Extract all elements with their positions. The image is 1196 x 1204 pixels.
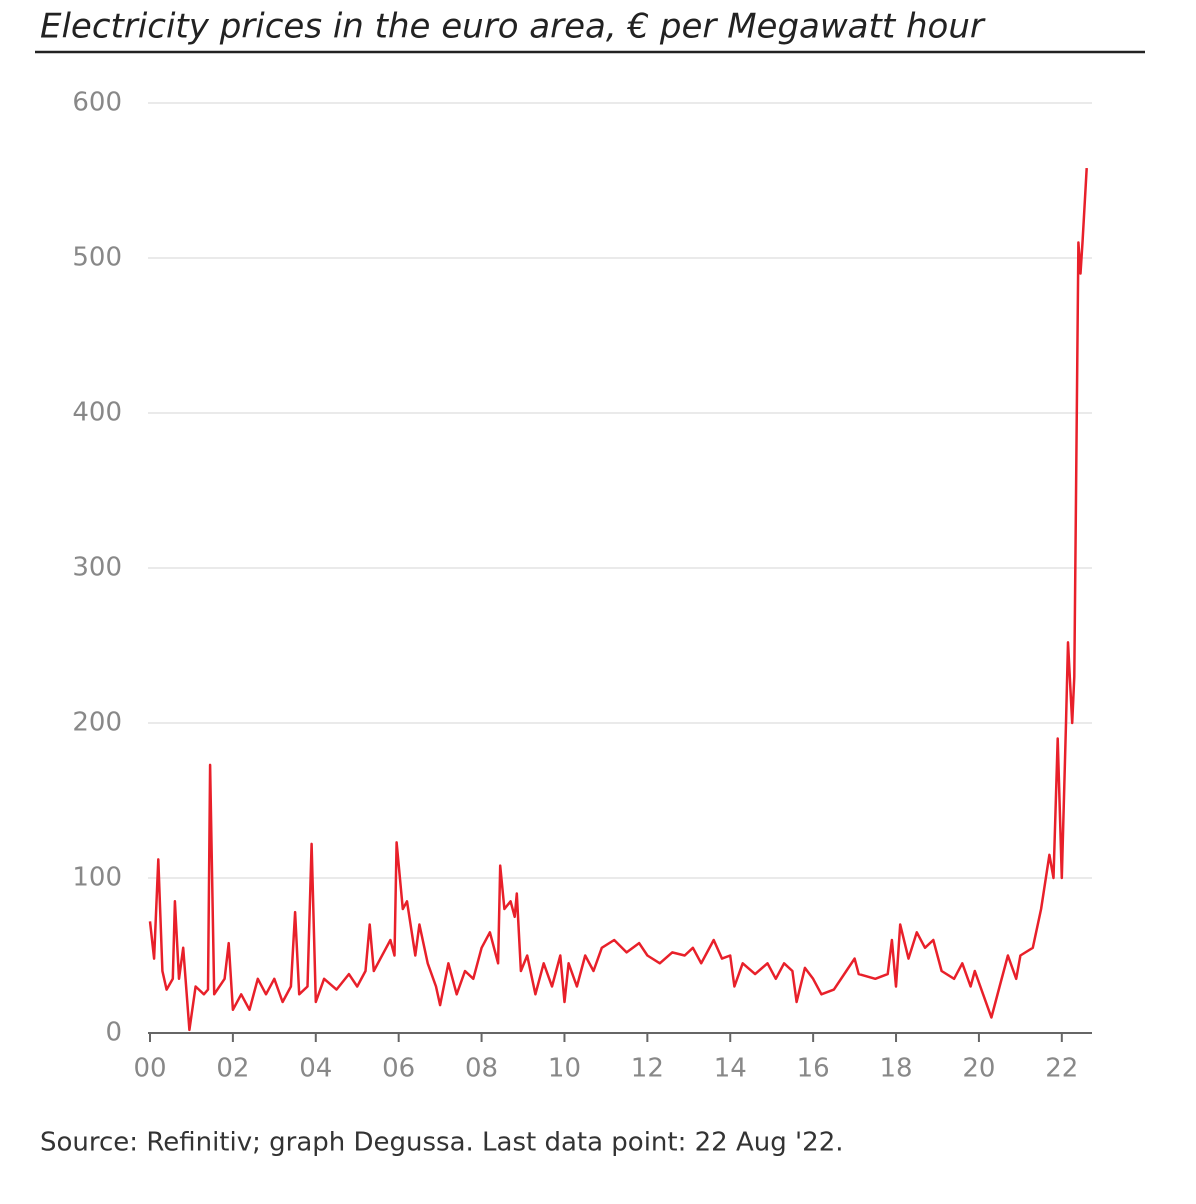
y-tick-label: 500: [72, 243, 122, 273]
y-tick-label: 100: [72, 863, 122, 893]
chart-title: Electricity prices in the euro area, € p…: [40, 7, 986, 47]
y-tick-label: 200: [72, 708, 122, 738]
x-tick-label: 12: [631, 1054, 664, 1084]
x-tick-label: 04: [299, 1054, 332, 1084]
y-tick-label: 400: [72, 398, 122, 428]
x-tick-label: 06: [382, 1054, 415, 1084]
x-tick-label: 08: [465, 1054, 498, 1084]
y-tick-label: 0: [105, 1018, 122, 1048]
y-tick-label: 600: [72, 88, 122, 118]
y-tick-label: 300: [72, 553, 122, 583]
x-tick-label: 00: [133, 1054, 166, 1084]
x-tick-label: 16: [797, 1054, 830, 1084]
price-line: [148, 168, 1088, 1032]
x-tick-label: 20: [962, 1054, 995, 1084]
x-tick-label: 18: [879, 1054, 912, 1084]
x-tick-label: 02: [216, 1054, 249, 1084]
x-tick-label: 10: [548, 1054, 581, 1084]
x-tick-label: 22: [1045, 1054, 1078, 1084]
x-tick-label: 14: [714, 1054, 747, 1084]
source-note: Source: Refinitiv; graph Degussa. Last d…: [40, 1128, 844, 1158]
